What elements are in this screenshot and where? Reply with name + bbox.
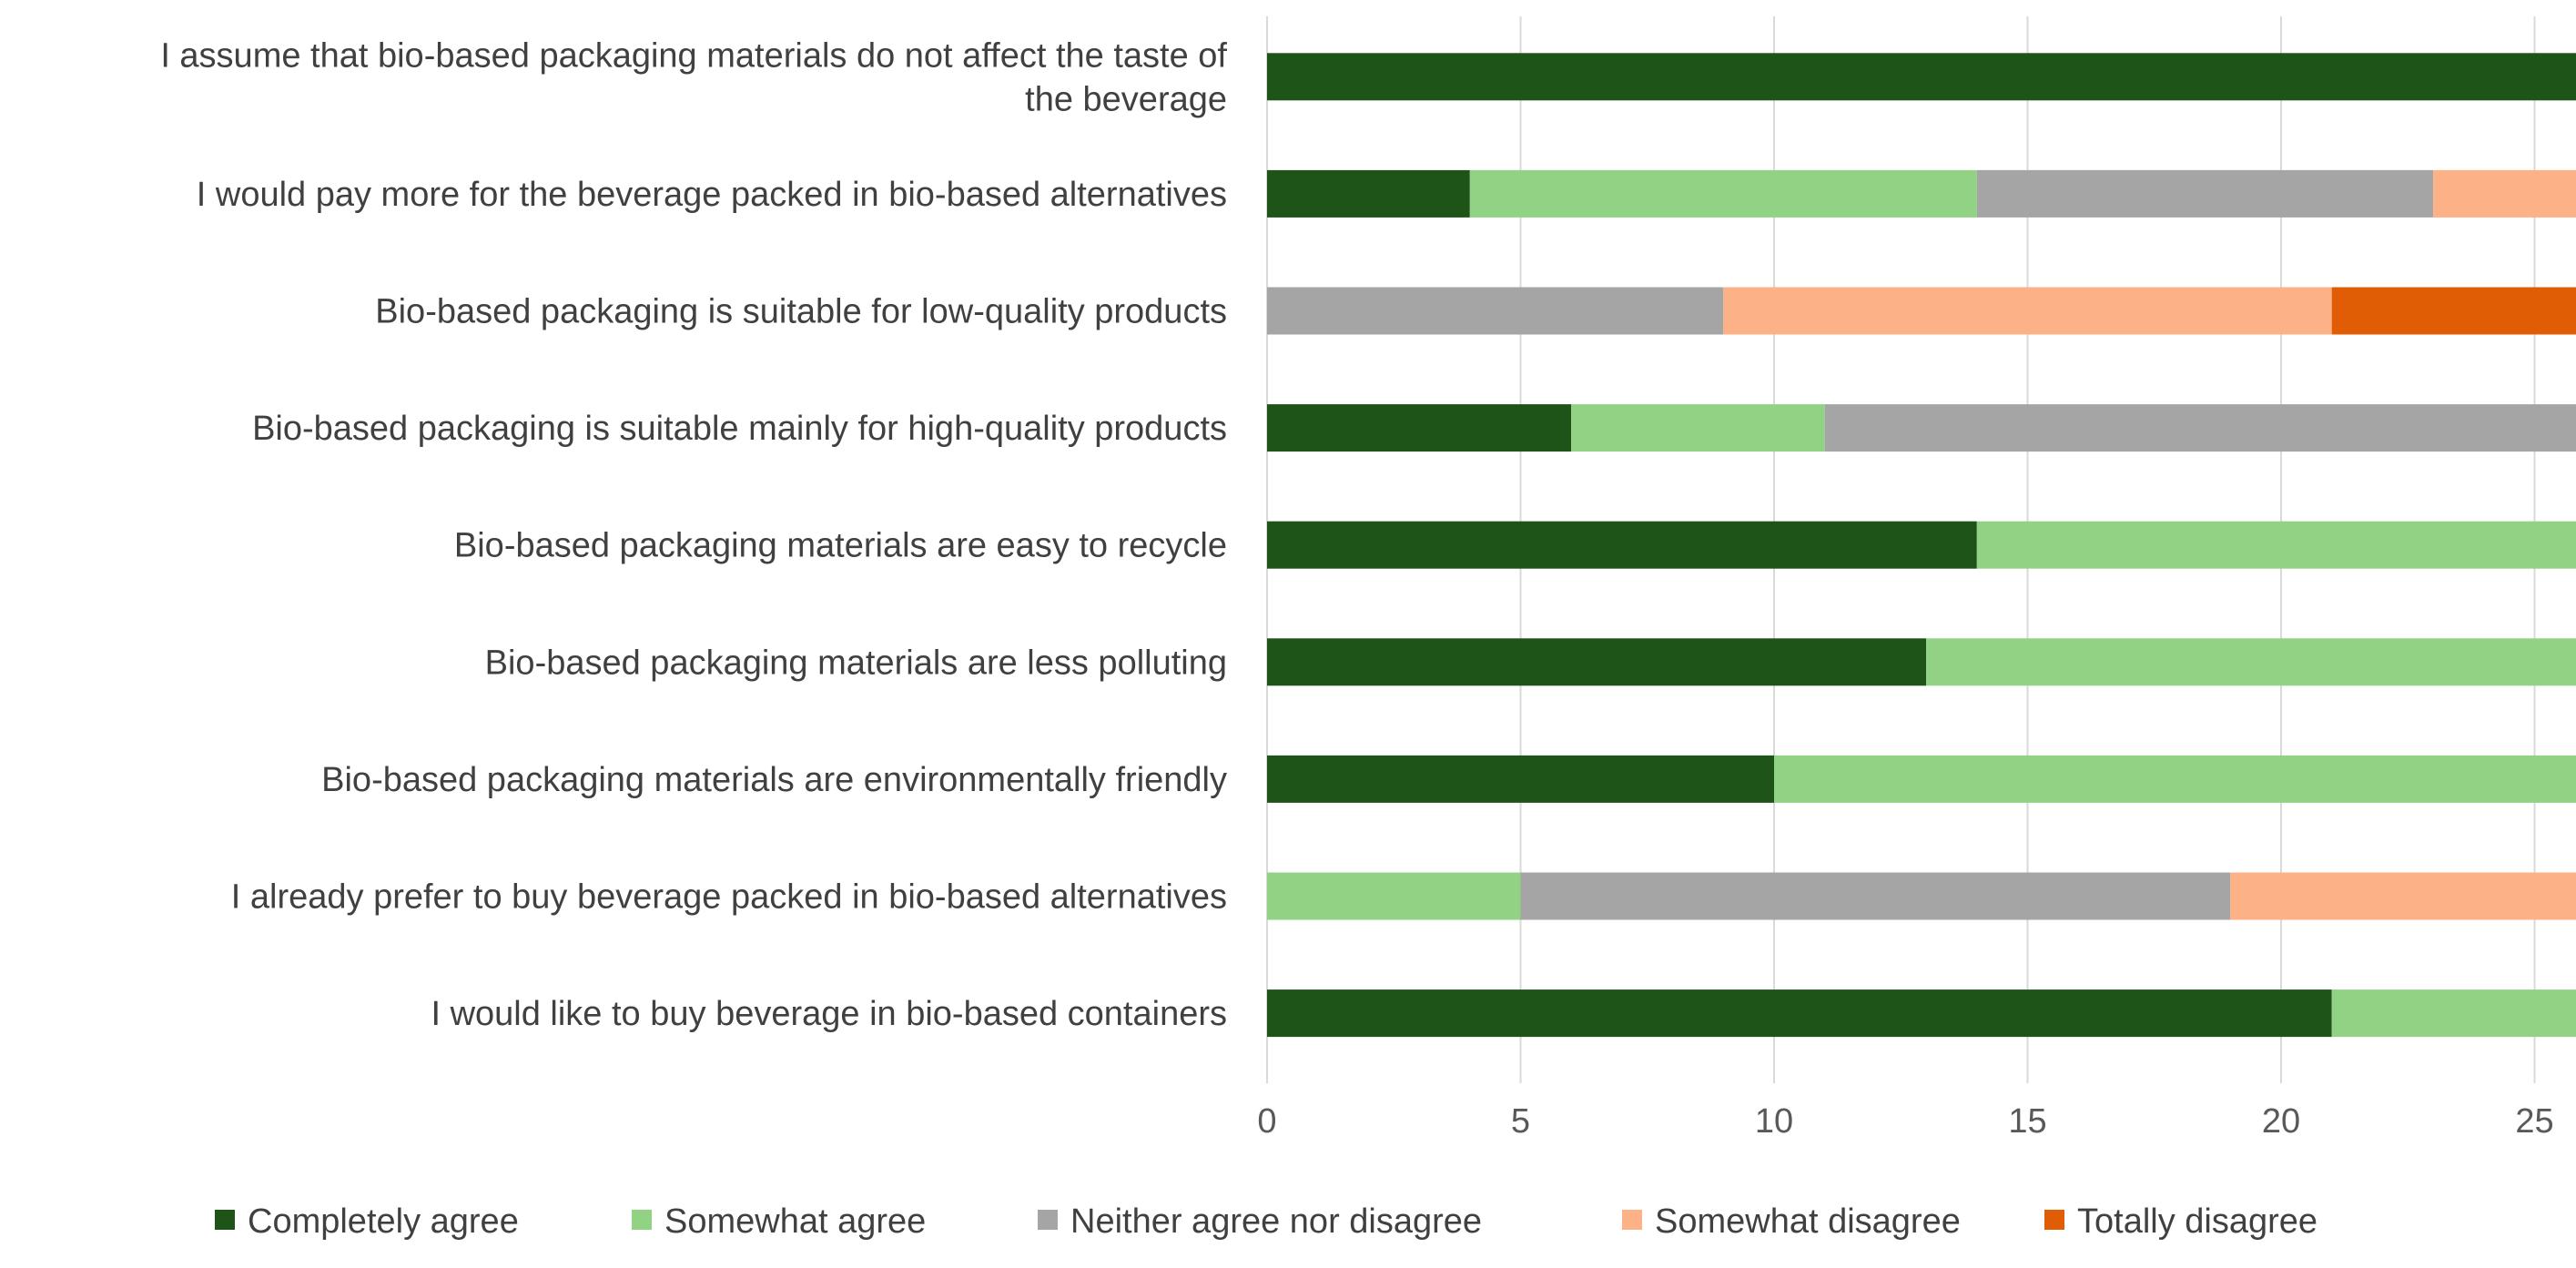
legend-label: Somewhat disagree (1655, 1202, 1961, 1241)
category-label-line: Bio-based packaging is suitable for low-… (375, 293, 1227, 331)
category-label-line: I assume that bio-based packaging materi… (160, 36, 1227, 75)
legend: Completely agree Somewhat agree Neither ag… (215, 1202, 2317, 1241)
x-tick-label: 25 (2515, 1102, 2553, 1141)
category-label: Bio-based packaging materials are less p… (485, 644, 1227, 682)
bar-segment-row7-neither-agree-nor-disagree (1520, 872, 2231, 920)
bar-segment-row3-completely-agree (1267, 404, 1572, 452)
bar-segment-row1-neither-agree-nor-disagree (1976, 169, 2434, 218)
legend-label: Neither agree nor disagree (1070, 1202, 1482, 1241)
bar-segment-row2-somewhat-disagree (1723, 287, 2332, 335)
category-label: Bio-based packaging is suitable mainly f… (252, 410, 1227, 448)
category-label: I would like to buy beverage in bio-base… (431, 995, 1227, 1033)
bar-segment-row0-completely-agree (1267, 53, 2576, 101)
bars (1267, 53, 2576, 1038)
x-tick-label: 0 (1257, 1102, 1276, 1141)
category-labels: I assume that bio-based packaging materi… (160, 36, 1227, 1033)
bar-segment-row4-completely-agree (1267, 521, 1977, 569)
legend-swatch (2044, 1210, 2064, 1230)
category-label-line: the beverage (1025, 80, 1227, 118)
x-tick-label: 20 (2262, 1102, 2300, 1141)
category-label-line: I already prefer to buy beverage packed … (231, 878, 1227, 917)
bar-segment-row1-completely-agree (1267, 169, 1470, 218)
bar-segment-row2-neither-agree-nor-disagree (1267, 287, 1724, 335)
category-label: Bio-based packaging materials are enviro… (321, 761, 1227, 799)
x-tick-label: 10 (1755, 1102, 1793, 1141)
x-tick-label: 5 (1511, 1102, 1530, 1141)
category-label-line: Bio-based packaging materials are easy t… (454, 527, 1227, 565)
category-label: I already prefer to buy beverage packed … (231, 878, 1227, 917)
category-label-line: Bio-based packaging is suitable mainly f… (252, 410, 1227, 448)
bar-segment-row5-completely-agree (1267, 638, 1927, 686)
category-label-line: I would like to buy beverage in bio-base… (431, 995, 1227, 1033)
category-label: Bio-based packaging materials are easy t… (454, 527, 1227, 565)
category-label: I assume that bio-based packaging materi… (160, 36, 1227, 118)
legend-label: Totally disagree (2077, 1202, 2317, 1241)
bar-segment-row3-somewhat-agree (1571, 404, 1825, 452)
bar-segment-row5-somewhat-agree (1926, 638, 2576, 686)
bar-segment-row2-totally-disagree (2331, 287, 2576, 335)
bar-segment-row1-somewhat-agree (1469, 169, 1977, 218)
x-tick-label: 15 (2008, 1102, 2046, 1141)
bar-segment-row6-completely-agree (1267, 755, 1774, 803)
legend-swatch (1622, 1210, 1642, 1230)
category-label-line: Bio-based packaging materials are less p… (485, 644, 1227, 682)
bar-segment-row6-somewhat-agree (1774, 755, 2576, 803)
bar-segment-row1-somewhat-disagree (2433, 169, 2576, 218)
bar-segment-row8-somewhat-agree (2331, 989, 2576, 1038)
legend-swatch (632, 1210, 652, 1230)
legend-swatch (215, 1210, 235, 1230)
category-label: Bio-based packaging is suitable for low-… (375, 293, 1227, 331)
category-label: I would pay more for the beverage packed… (197, 176, 1227, 214)
category-label-line: I would pay more for the beverage packed… (197, 176, 1227, 214)
bar-segment-row3-neither-agree-nor-disagree (1824, 404, 2576, 452)
bar-segment-row7-somewhat-agree (1267, 872, 1521, 920)
category-label-line: Bio-based packaging materials are enviro… (321, 761, 1227, 799)
bar-segment-row8-completely-agree (1267, 989, 2332, 1038)
legend-swatch (1038, 1210, 1058, 1230)
bar-segment-row7-somewhat-disagree (2230, 872, 2576, 920)
bar-segment-row4-somewhat-agree (1976, 521, 2576, 569)
legend-label: Somewhat agree (664, 1202, 926, 1241)
legend-label: Completely agree (248, 1202, 519, 1241)
x-axis-ticks: 05101520253035404550 (1257, 1102, 2553, 1141)
